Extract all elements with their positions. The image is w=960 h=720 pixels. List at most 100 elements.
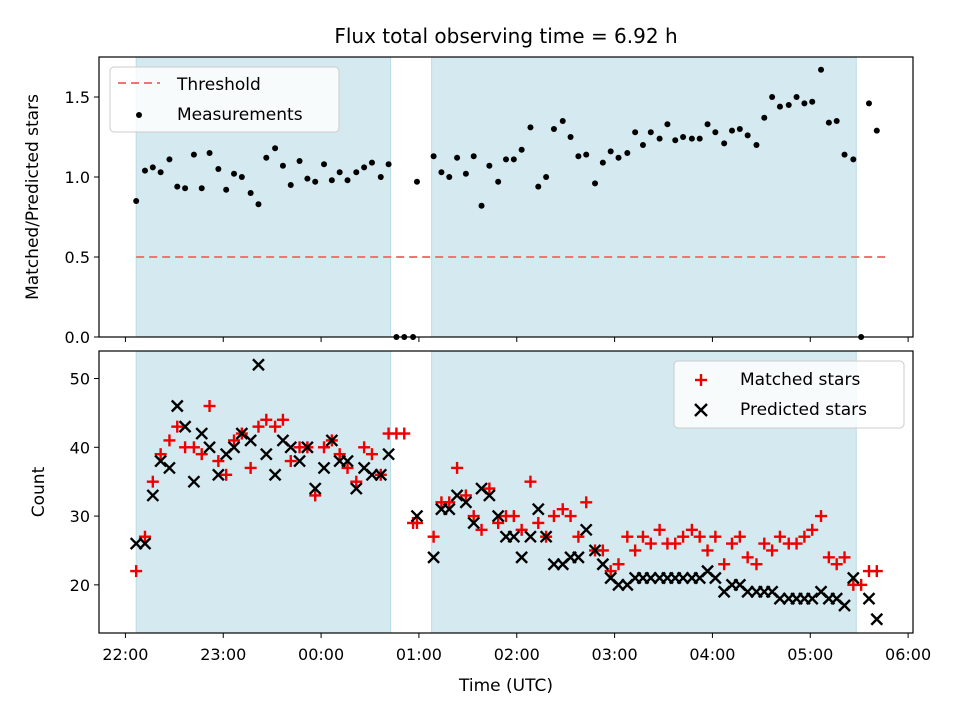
matched-star-point [790, 537, 803, 550]
measurement-point [446, 174, 453, 180]
measurement-point [510, 156, 517, 163]
measurement-point [247, 190, 254, 196]
matched-star-point [612, 558, 625, 571]
predicted-star-point [284, 440, 298, 454]
measurement-point [721, 140, 728, 147]
predicted-star-point [325, 434, 339, 447]
measurement-point [454, 154, 461, 161]
bottom-shaded-band-0 [135, 350, 392, 634]
predicted-star-point [450, 489, 464, 502]
predicted-star-stroke-b [814, 585, 828, 599]
measurement-point [198, 185, 205, 192]
predicted-star-stroke-b [154, 454, 167, 468]
predicted-star-stroke-b [830, 592, 844, 605]
predicted-star-stroke-b [765, 585, 779, 599]
bottom-y-tick-label-1: 30 [70, 507, 90, 526]
measurement-point [632, 129, 639, 136]
measurement-point [712, 129, 719, 136]
measurement-point [785, 102, 792, 108]
top-x-ticks [124, 337, 909, 342]
matched-star-point [838, 551, 851, 564]
measurement-point [133, 198, 140, 204]
measurement-point [592, 180, 599, 187]
matched-star-point [507, 510, 520, 523]
predicted-star-point [259, 447, 273, 461]
top-y-tick-label-1: 0.5 [65, 248, 90, 267]
predicted-star-stroke-b [317, 461, 331, 475]
measurement-point [736, 126, 743, 132]
matched-star-point [276, 413, 289, 426]
legend-predicted-label: Predicted stars [740, 400, 867, 420]
matched-star-point [203, 400, 216, 413]
chart-title: Flux total observing time = 6.92 h [334, 24, 677, 48]
predicted-star-point [146, 489, 160, 502]
measurement-point [470, 153, 477, 160]
bottom-legend: Matched stars Predicted stars [673, 360, 905, 429]
legend-measurements-swatch [136, 112, 142, 118]
matched-star-point [653, 523, 666, 536]
matched-star-point [212, 455, 225, 468]
top-y-ticks: 0.0 0.5 1.0 1.5 [65, 88, 99, 347]
measurement-point [368, 159, 375, 166]
predicted-star-point [709, 571, 722, 585]
predicted-star-point [531, 502, 545, 516]
top-legend-box [109, 66, 340, 133]
predicted-star-stroke-b [259, 447, 273, 461]
predicted-star-point [588, 544, 602, 557]
predicted-star-point [410, 509, 424, 523]
measurement-point [672, 137, 679, 144]
predicted-star-point [203, 440, 216, 454]
matched-star-point [358, 441, 371, 454]
matched-star-point [855, 578, 868, 591]
predicted-star-stroke-b [178, 420, 192, 434]
x-tick-label-0: 22:00 [102, 645, 148, 664]
measurement-point [696, 135, 703, 142]
x-tick-label-2: 00:00 [298, 645, 344, 664]
predicted-star-point [178, 420, 192, 434]
top-y-tick-label-3: 1.5 [65, 88, 90, 107]
bottom-legend-box [673, 360, 905, 429]
measurement-point [680, 134, 687, 140]
matched-star-point [677, 530, 690, 543]
predicted-star-stroke-b [475, 482, 488, 495]
predicted-star-stroke-b [235, 427, 249, 440]
predicted-star-point [467, 516, 481, 530]
matched-star-point [284, 455, 297, 468]
measurement-point [486, 162, 493, 169]
top-y-tick-label-2: 1.0 [65, 168, 90, 187]
matched-star-point [798, 530, 811, 543]
legend-measurements-label: Measurements [177, 105, 303, 125]
x-tick-label-8: 06:00 [885, 645, 931, 664]
measurement-point [656, 135, 663, 142]
bottom-y-tick-label-2: 40 [70, 438, 90, 457]
matched-star-point [870, 565, 883, 578]
bottom-y-tick-label-0: 20 [70, 576, 90, 595]
measurement-point [190, 151, 197, 158]
measurement-point [744, 132, 751, 139]
x-tick-label-7: 05:00 [787, 645, 833, 664]
matched-star-point [309, 489, 322, 502]
matched-star-point [318, 441, 331, 454]
measurement-point [231, 170, 238, 177]
top-axes-frame [98, 56, 914, 338]
measurement-point [615, 154, 622, 161]
predicted-star-point [572, 550, 585, 564]
predicted-star-stroke-b [838, 599, 851, 612]
x-axis-label: Time (UTC) [458, 676, 553, 696]
matched-star-point [644, 537, 657, 550]
x-tick-label-1: 23:00 [200, 645, 246, 664]
predicted-star-stroke-b [227, 440, 241, 454]
measurement-point [624, 150, 631, 156]
legend-threshold-label: Threshold [176, 75, 261, 95]
measurement-point [287, 182, 294, 188]
predicted-star-point [301, 440, 314, 454]
matched-star-point [701, 544, 714, 557]
matched-star-point [604, 565, 617, 578]
measurement-point [336, 169, 343, 176]
matched-star-point [750, 558, 763, 571]
matched-star-point [467, 510, 480, 523]
matched-star-point [733, 530, 746, 543]
predicted-star-stroke-b [212, 468, 225, 482]
matched-star-point [766, 544, 779, 557]
legend-matched-swatch [695, 374, 707, 386]
